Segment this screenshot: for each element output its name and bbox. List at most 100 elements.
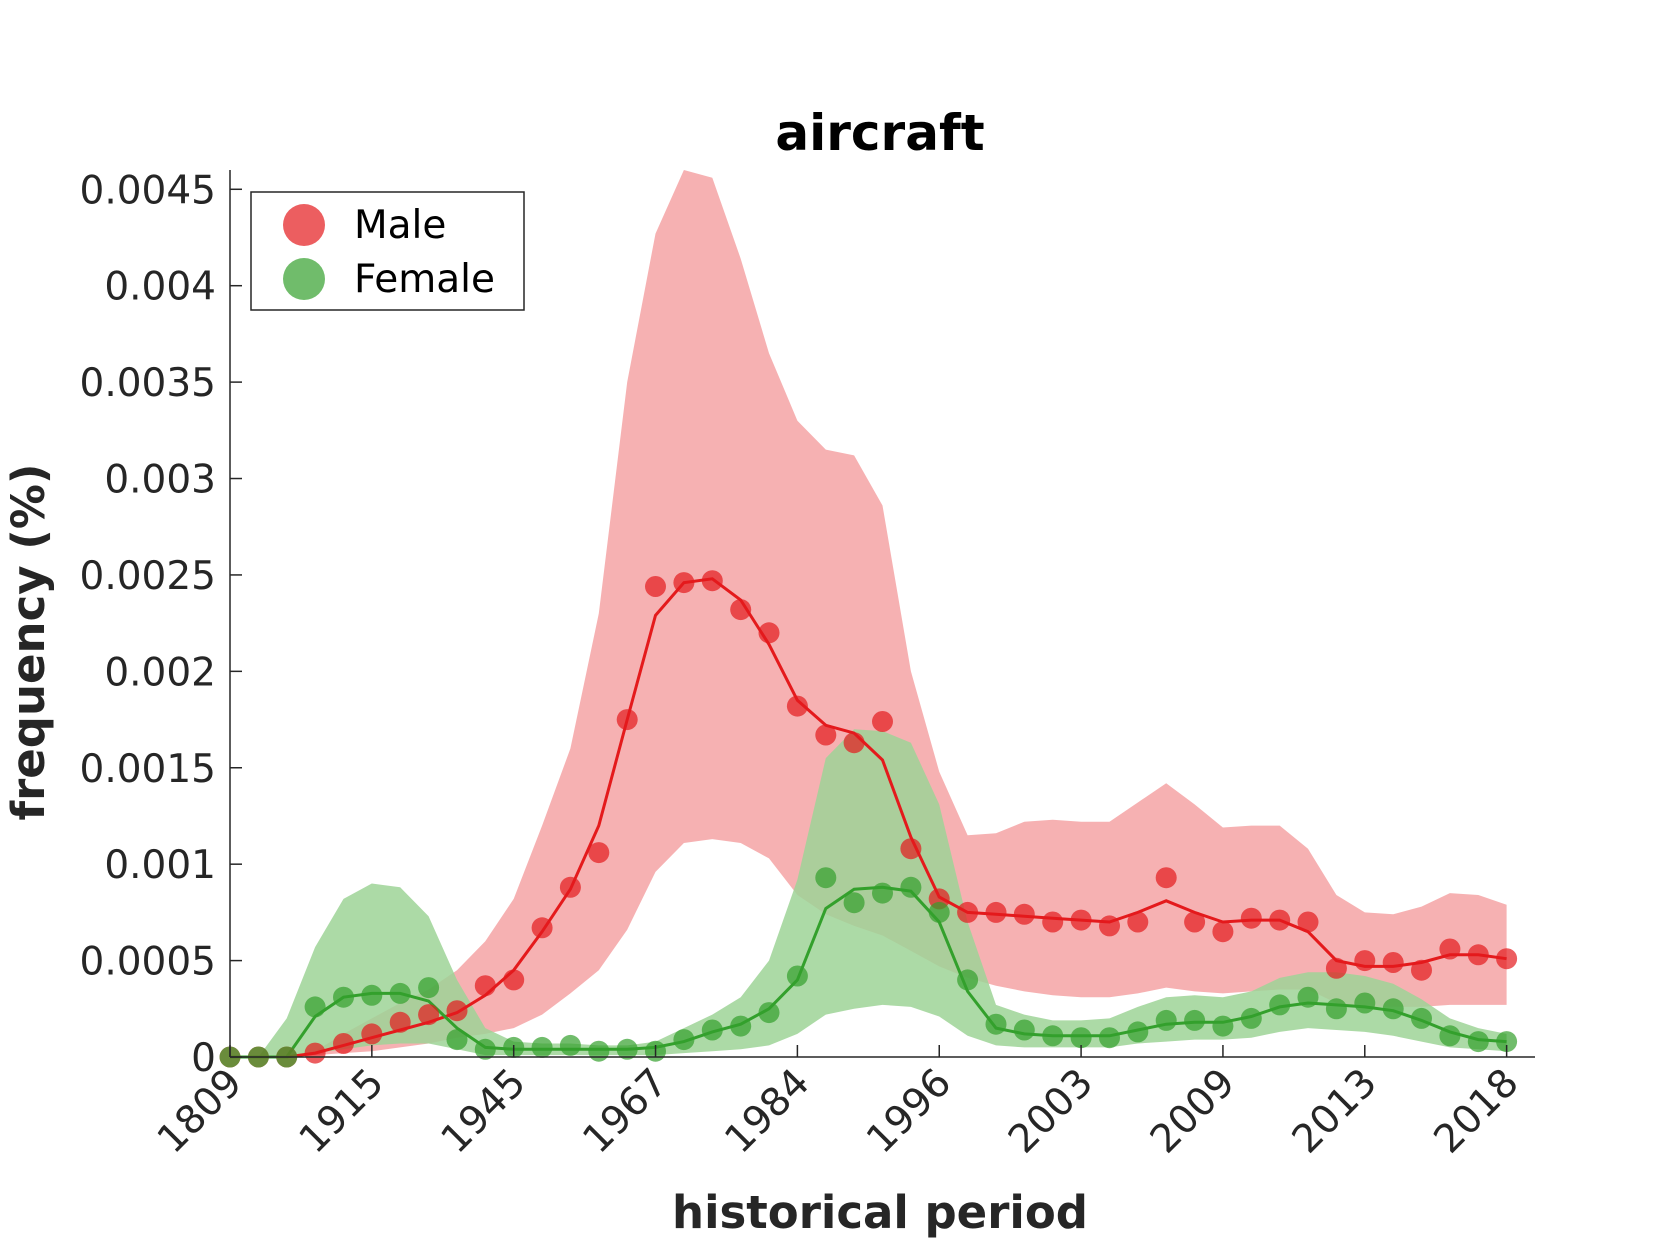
female-data-point: [474, 1038, 496, 1060]
axes: [229, 170, 1535, 1058]
y-tick-label: 0.001: [104, 843, 216, 888]
female-data-point: [673, 1029, 695, 1051]
male-data-point: [559, 876, 581, 898]
female-data-point: [389, 982, 411, 1004]
female-data-point: [900, 876, 922, 898]
male-data-point: [1269, 909, 1291, 931]
female-data-point: [588, 1040, 610, 1062]
male-data-point: [1013, 903, 1035, 925]
female-data-point: [815, 867, 837, 889]
male-data-point: [531, 917, 553, 939]
female-data-point: [333, 986, 354, 1008]
female-data-point: [1496, 1031, 1518, 1053]
male-data-point: [1155, 867, 1177, 889]
y-tick-label: 0.0035: [80, 361, 216, 406]
female-data-point: [872, 882, 893, 904]
male-data-point: [304, 1042, 326, 1064]
female-data-point: [985, 1013, 1007, 1035]
series-lines: [230, 577, 1507, 1059]
y-tick-label: 0.0025: [80, 554, 216, 599]
series-points: [219, 570, 1518, 1068]
male-data-point: [1354, 950, 1376, 972]
female-data-point: [1325, 998, 1347, 1020]
female-data-point: [1099, 1027, 1120, 1049]
male-data-point: [1212, 921, 1234, 943]
legend-female-marker: [283, 258, 325, 300]
y-tick-label: 0.0005: [80, 940, 216, 985]
y-tick-labels: 0 0.0005 0.001 0.0015 0.002 0.0025 0.003 0.0035…: [80, 168, 216, 1081]
y-tick-label: 0.004: [104, 265, 216, 310]
x-tick-label: 2009: [1142, 1060, 1244, 1162]
male-data-point: [1099, 915, 1120, 937]
female-data-point: [1184, 1009, 1206, 1031]
female-data-point: [1269, 994, 1291, 1016]
male-data-point: [1439, 938, 1461, 960]
female-data-point: [1297, 986, 1319, 1008]
male-data-point: [673, 572, 695, 594]
x-tick-label: 1984: [716, 1060, 818, 1162]
female-data-point: [616, 1038, 638, 1060]
y-axis-label: frequency (%): [2, 464, 55, 821]
female-data-point: [1212, 1015, 1234, 1037]
male-data-point: [1042, 911, 1064, 933]
male-data-point: [333, 1033, 354, 1054]
female-data-point: [1439, 1025, 1461, 1047]
y-tick-label: 0.003: [104, 458, 216, 503]
x-tick-label: 1945: [433, 1060, 535, 1162]
male-data-point: [1184, 911, 1206, 933]
male-data-point: [1467, 944, 1489, 966]
y-tick-label: 0.0045: [80, 168, 216, 213]
male-data-point: [1411, 959, 1432, 981]
x-tick-label: 1967: [575, 1060, 677, 1162]
female-data-point: [446, 1029, 468, 1051]
male-data-point: [1496, 948, 1518, 970]
male-data-point: [645, 576, 666, 597]
female-data-point: [843, 892, 865, 914]
x-tick-label: 2003: [1000, 1060, 1102, 1162]
legend: Male Female: [250, 191, 525, 311]
female-data-point: [531, 1036, 553, 1058]
male-data-point: [588, 842, 610, 864]
female-data-point: [361, 984, 383, 1006]
x-tick-label: 2013: [1284, 1060, 1386, 1162]
female-data-point: [928, 901, 950, 923]
female-trend-line: [230, 885, 1507, 1059]
confidence-bands: [230, 170, 1507, 1057]
x-tick-labels: 1809 1915 1945 1967 1984 1996 2003 2009 2013 2018: [149, 1060, 1528, 1162]
male-data-point: [730, 599, 752, 621]
female-data-point: [1013, 1019, 1035, 1041]
chart-title: aircraft: [775, 104, 984, 162]
female-data-point: [559, 1034, 581, 1056]
x-axis-label: historical period: [672, 1186, 1088, 1239]
female-data-point: [1240, 1007, 1262, 1029]
male-data-point: [701, 570, 723, 592]
female-confidence-band: [230, 729, 1507, 1057]
male-data-point: [985, 901, 1007, 923]
male-data-point: [815, 724, 837, 746]
female-data-point: [1354, 992, 1376, 1014]
female-data-point: [304, 996, 326, 1018]
male-data-point: [1297, 911, 1319, 933]
female-data-point: [701, 1019, 723, 1041]
female-data-point: [1042, 1025, 1064, 1047]
male-data-point: [474, 975, 496, 997]
female-data-point: [957, 969, 979, 991]
female-data-point: [1467, 1031, 1489, 1053]
male-data-point: [786, 695, 808, 717]
legend-female-label: Female: [354, 257, 495, 302]
y-tick-label: 0: [191, 1036, 216, 1081]
male-data-point: [843, 732, 865, 754]
male-data-point: [503, 969, 525, 991]
female-data-point: [1127, 1021, 1149, 1043]
x-tick-label: 2018: [1426, 1060, 1528, 1162]
female-data-point: [730, 1015, 752, 1037]
female-data-point: [1155, 1009, 1177, 1031]
female-data-point: [1411, 1007, 1432, 1029]
female-data-point: [758, 1002, 780, 1024]
male-data-point: [1382, 952, 1404, 973]
x-tick-label: 1915: [291, 1060, 393, 1162]
female-data-point: [786, 965, 808, 987]
male-data-point: [446, 1000, 468, 1022]
male-data-point: [389, 1011, 411, 1033]
